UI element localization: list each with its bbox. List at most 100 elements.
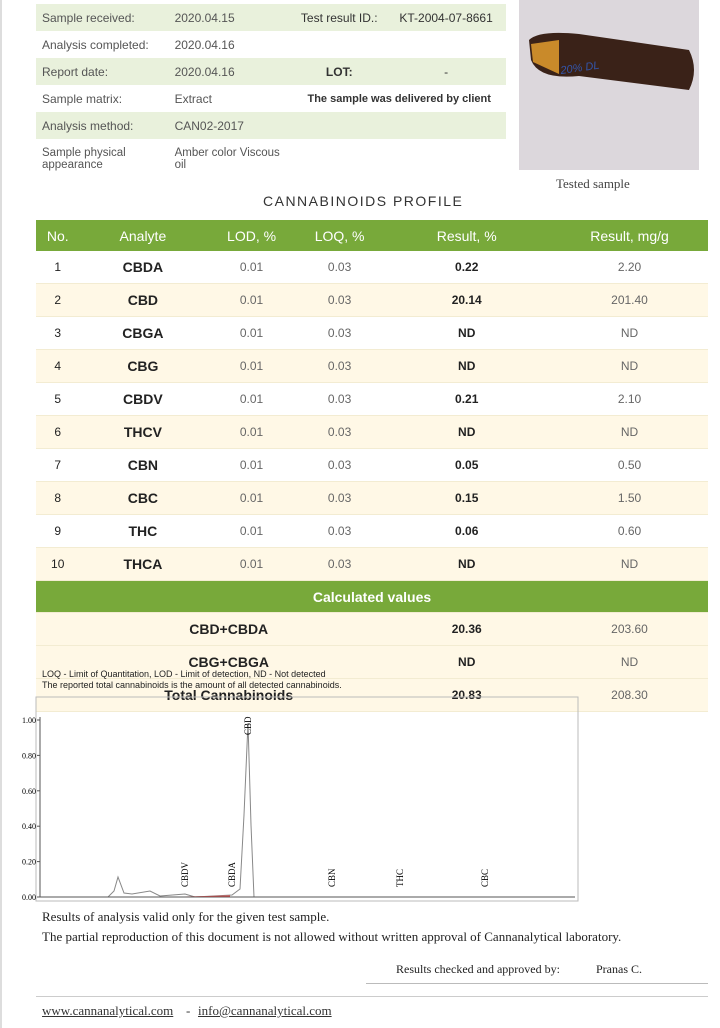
cell: 2.10 <box>551 382 708 416</box>
note: The reported total cannabinoids is the a… <box>42 680 342 690</box>
email-link[interactable]: info@cannanalytical.com <box>198 1003 332 1018</box>
info-cell: - <box>444 64 449 79</box>
info-cell: Extract <box>174 91 212 106</box>
website-link[interactable]: www.cannanalytical.com <box>42 1003 174 1018</box>
cell: 7 <box>36 448 80 482</box>
cell: 0.05 <box>382 448 552 482</box>
analyte-row: 10 THCA 0.01 0.03 ND ND <box>36 547 708 581</box>
info-row: Report date: 2020.04.16 LOT: - <box>36 58 506 85</box>
cell: 0.06 <box>382 514 552 548</box>
header-cell: LOQ, % <box>296 220 383 251</box>
info-row: Sample physical appearance Amber color Vi… <box>36 139 506 179</box>
cell: 8 <box>36 481 80 515</box>
cell: 20.83 <box>382 678 552 712</box>
cell: 208.30 <box>551 678 708 712</box>
cell: 2.20 <box>551 251 708 284</box>
info-cell-empty <box>292 112 506 139</box>
y-tick-label: 0.00 <box>22 893 36 902</box>
cell: THC <box>79 514 207 548</box>
calculated-name: CBG+CBGA <box>36 645 383 679</box>
y-tick-label: 0.40 <box>22 822 36 831</box>
cell: 0.03 <box>296 349 383 383</box>
info-cell: The sample was delivered by client <box>307 92 491 105</box>
cell: 0.03 <box>296 448 383 482</box>
note: LOQ - Limit of Quantitation, LOD - Limit… <box>42 669 326 679</box>
cell: 1.50 <box>551 481 708 515</box>
cell: CBC <box>79 481 207 515</box>
page-edge <box>0 0 2 1028</box>
footer-rule <box>36 996 708 997</box>
info-cell: Sample matrix: <box>42 91 123 106</box>
peak-label: THC <box>395 869 405 887</box>
calculated-title: Calculated values <box>36 580 708 613</box>
peak-label: CBD <box>243 716 253 735</box>
calculated-row: CBD+CBDA 20.36 203.60 <box>36 612 708 646</box>
header-cell: Result, mg/g <box>551 220 708 251</box>
cell: 0.03 <box>296 251 383 284</box>
cell: 2 <box>36 283 80 317</box>
analyte-row: 9 THC 0.01 0.03 0.06 0.60 <box>36 514 708 548</box>
info-row: Analysis method: CAN02-2017 <box>36 112 506 139</box>
cell: ND <box>551 415 708 449</box>
cell: CBDV <box>79 382 207 416</box>
cell: 20.36 <box>382 612 552 646</box>
peak-label: CBDA <box>227 861 237 887</box>
analyte-row: 3 CBGA 0.01 0.03 ND ND <box>36 316 708 350</box>
cell: 0.50 <box>551 448 708 482</box>
photo-caption: Tested sample <box>556 176 630 191</box>
analyte-row: 1 CBDA 0.01 0.03 0.22 2.20 <box>36 251 708 284</box>
cell: 0.15 <box>382 481 552 515</box>
cell: THCV <box>79 415 207 449</box>
cell: 6 <box>36 415 80 449</box>
photo-drawing: 20% DL <box>519 0 699 170</box>
profile-table: No. Analyte LOD, % LOQ, % Result, % Result, m… <box>36 220 708 712</box>
cell: 0.03 <box>296 316 383 350</box>
approved-name: Pranas C. <box>596 962 642 976</box>
cell: ND <box>382 415 552 449</box>
peak-label: CBN <box>327 868 337 887</box>
cell: ND <box>551 645 708 679</box>
cell: 1 <box>36 251 80 284</box>
sample-photo: 20% DL <box>519 0 699 170</box>
analyte-row: 7 CBN 0.01 0.03 0.05 0.50 <box>36 448 708 482</box>
info-row: Sample received: 2020.04.15 Test result ID… <box>36 4 506 31</box>
header-cell: No. <box>36 220 80 251</box>
peak-label: CBDV <box>180 861 190 887</box>
cell: ND <box>551 316 708 350</box>
y-tick-label: 0.60 <box>22 787 36 796</box>
cell: 4 <box>36 349 80 383</box>
info-cell: LOT: <box>325 64 353 79</box>
info-cell: KT-2004-07-8661 <box>399 10 493 25</box>
cell: 0.03 <box>296 514 383 548</box>
profile-title: CANNABINOIDS PROFILE <box>263 193 464 209</box>
analyte-row: 6 THCV 0.01 0.03 ND ND <box>36 415 708 449</box>
info-cell: Analysis method: <box>42 118 134 133</box>
cell: 0.60 <box>551 514 708 548</box>
cell: 0.01 <box>206 448 297 482</box>
cell: CBDA <box>79 251 207 284</box>
info-cell: 2020.04.16 <box>174 64 235 79</box>
separator: - <box>186 1003 191 1018</box>
cell: CBG <box>79 349 207 383</box>
cell: CBGA <box>79 316 207 350</box>
cell: ND <box>551 349 708 383</box>
chromatogram: 0.00 0.20 0.40 0.60 0.80 1.00 CBD CBDV CBDA CBN TH… <box>22 696 579 902</box>
info-cell: Sample received: <box>42 10 135 25</box>
y-tick-label: 0.80 <box>22 751 36 760</box>
info-cell: 2020.04.16 <box>174 37 235 52</box>
cell: 0.03 <box>296 283 383 317</box>
cell: 0.01 <box>206 349 297 383</box>
cell: 9 <box>36 514 80 548</box>
header-cell: Result, % <box>382 220 552 251</box>
analyte-row: 5 CBDV 0.01 0.03 0.21 2.10 <box>36 382 708 416</box>
cell: 0.03 <box>296 415 383 449</box>
cell: 0.01 <box>206 514 297 548</box>
cell: 10 <box>36 547 80 581</box>
calculated-row: CBG+CBGA ND ND <box>36 645 708 679</box>
cell: ND <box>382 645 552 679</box>
disclaimer: The partial reproduction of this documen… <box>42 929 622 944</box>
cell: 3 <box>36 316 80 350</box>
signature-line <box>366 983 708 984</box>
y-tick-label: 1.00 <box>22 716 36 725</box>
